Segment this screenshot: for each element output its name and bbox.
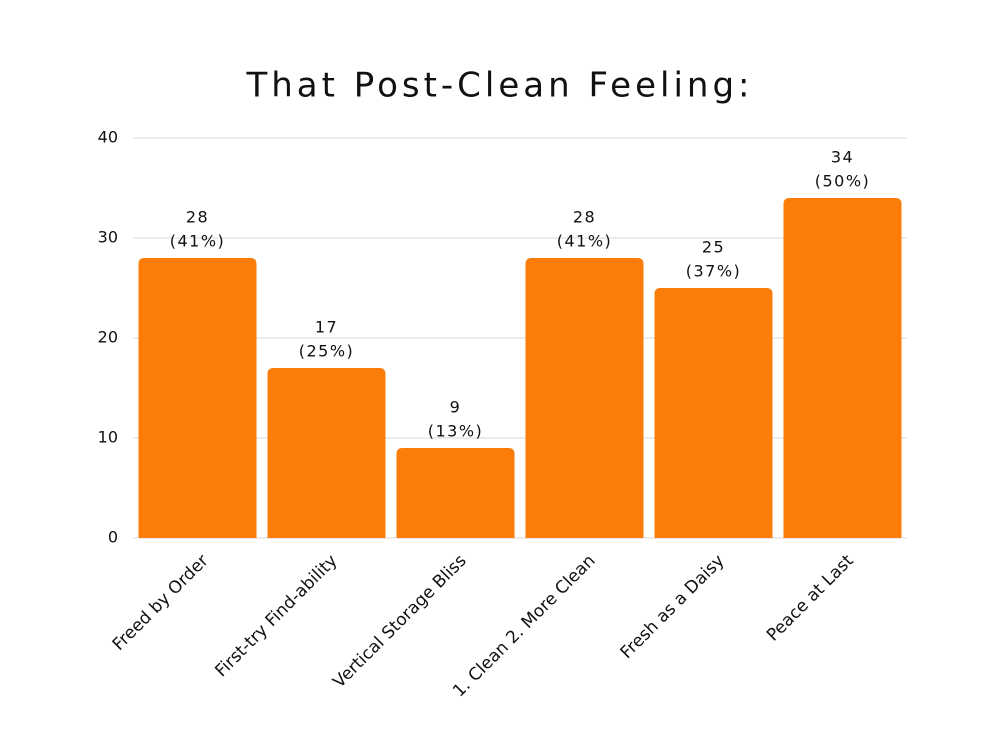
value-label: 17 — [315, 318, 338, 337]
bar — [525, 258, 644, 538]
x-tick-label: Peace at Last — [763, 551, 858, 646]
y-tick-label: 10 — [98, 428, 118, 447]
x-tick-label: Fresh as a Daisy — [617, 551, 729, 663]
bar — [267, 368, 386, 538]
bar — [396, 448, 515, 538]
y-tick-label: 0 — [108, 528, 118, 547]
value-label: (37%) — [686, 262, 742, 281]
bar — [654, 288, 773, 538]
y-tick-label: 20 — [98, 328, 118, 347]
y-tick-label: 40 — [98, 128, 118, 147]
bar — [138, 258, 257, 538]
x-tick-label: 1. Clean 2. More Clean — [449, 551, 599, 701]
value-label: 9 — [450, 398, 462, 417]
x-tick-label: First-try Find-ability — [211, 551, 341, 681]
y-tick-label: 30 — [98, 228, 118, 247]
chart-title: That Post-Clean Feeling: — [245, 66, 753, 106]
x-tick-label: Vertical Storage Bliss — [329, 551, 470, 692]
value-label: (13%) — [428, 422, 484, 441]
value-label: (50%) — [815, 172, 871, 191]
value-label: (41%) — [557, 232, 613, 251]
value-label: 28 — [573, 208, 596, 227]
value-label: 25 — [702, 238, 725, 257]
bar — [783, 198, 902, 538]
value-label: (41%) — [170, 232, 226, 251]
value-label: (25%) — [299, 342, 355, 361]
x-tick-label: Freed by Order — [109, 551, 213, 655]
value-label: 34 — [831, 148, 854, 167]
value-label: 28 — [186, 208, 209, 227]
